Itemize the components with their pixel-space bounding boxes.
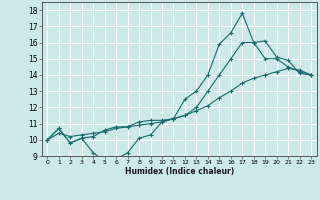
X-axis label: Humidex (Indice chaleur): Humidex (Indice chaleur): [124, 167, 234, 176]
